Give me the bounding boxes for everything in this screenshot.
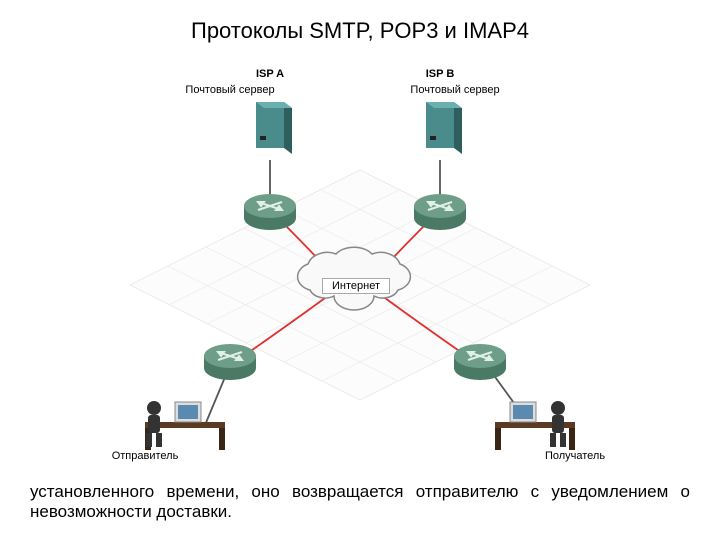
caption-text: установленного времени, оно возвращается… — [30, 482, 690, 522]
router-d — [454, 344, 506, 380]
page-title: Протоколы SMTP, POP3 и IMAP4 — [0, 18, 720, 44]
sender-label: Отправитель — [100, 450, 190, 462]
isp-a-label: ISP A — [250, 68, 290, 80]
recipient-workstation — [495, 401, 575, 450]
network-diagram: ISP A ISP B Почтовый сервер Почтовый сер… — [120, 70, 600, 450]
recipient-label: Получатель — [530, 450, 620, 462]
mail-server-b — [426, 102, 462, 154]
internet-label: Интернет — [322, 278, 390, 294]
router-a — [244, 194, 296, 230]
mail-server-a-label: Почтовый сервер — [175, 84, 285, 96]
isp-b-label: ISP B — [420, 68, 460, 80]
mail-server-a — [256, 102, 292, 154]
router-b — [414, 194, 466, 230]
mail-server-b-label: Почтовый сервер — [400, 84, 510, 96]
router-c — [204, 344, 256, 380]
sender-workstation — [145, 401, 225, 450]
